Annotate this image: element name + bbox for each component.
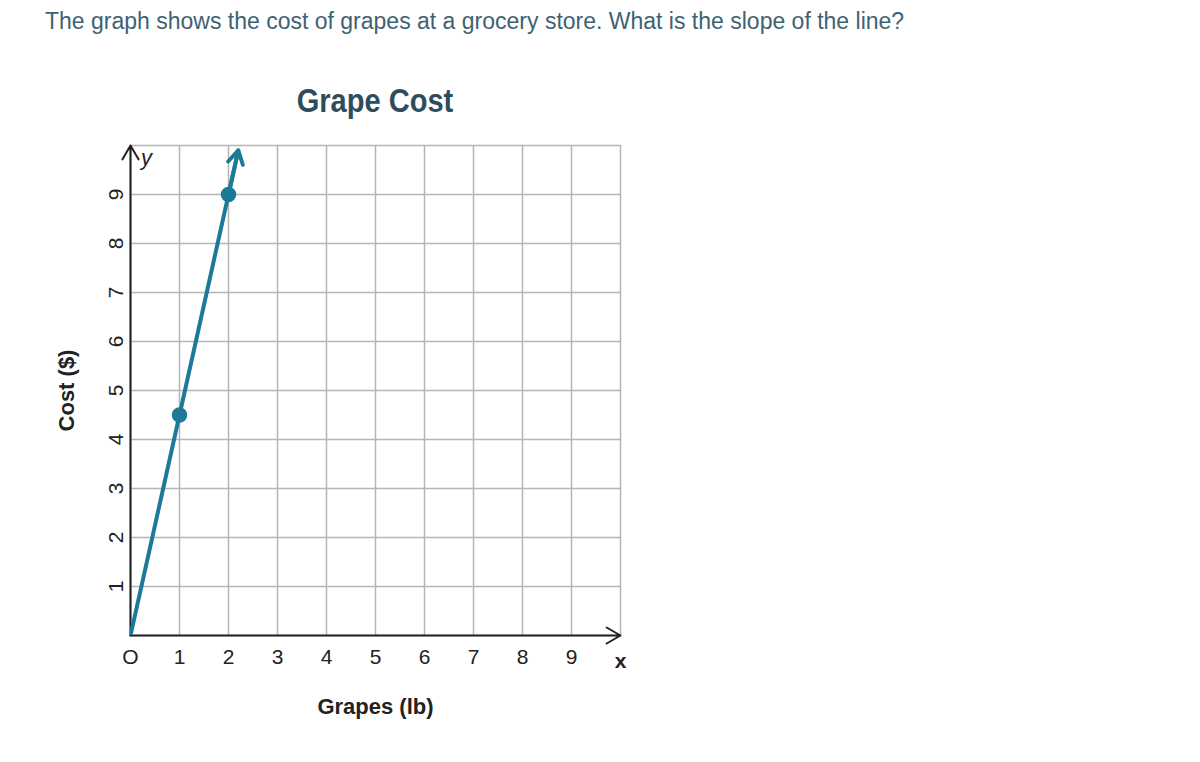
svg-text:3: 3	[104, 483, 127, 495]
svg-text:7: 7	[468, 645, 480, 668]
svg-text:O: O	[122, 645, 138, 668]
svg-text:x: x	[615, 649, 627, 672]
html-text:The graph shows the cost of gr: The graph shows the cost of grapes at a …	[45, 8, 905, 34]
svg-text:9: 9	[104, 189, 127, 201]
svg-text:5: 5	[104, 385, 127, 397]
svg-text:5: 5	[370, 645, 382, 668]
svg-text:7: 7	[104, 287, 127, 299]
svg-text:1: 1	[104, 581, 127, 593]
svg-text:3: 3	[272, 645, 284, 668]
svg-text:Grapes (lb): Grapes (lb)	[317, 694, 433, 719]
svg-text:4: 4	[104, 433, 127, 445]
svg-text:6: 6	[104, 336, 127, 348]
svg-text:2: 2	[223, 645, 235, 668]
svg-text:2: 2	[104, 532, 127, 544]
html-text:Grape Cost: Grape Cost	[296, 82, 454, 119]
svg-text:6: 6	[419, 645, 431, 668]
svg-text:y: y	[139, 145, 154, 170]
svg-text:8: 8	[517, 645, 529, 668]
svg-text:1: 1	[174, 645, 186, 668]
svg-text:Cost ($): Cost ($)	[54, 350, 79, 432]
svg-text:8: 8	[104, 238, 127, 250]
svg-text:9: 9	[566, 645, 578, 668]
svg-text:4: 4	[321, 645, 333, 668]
